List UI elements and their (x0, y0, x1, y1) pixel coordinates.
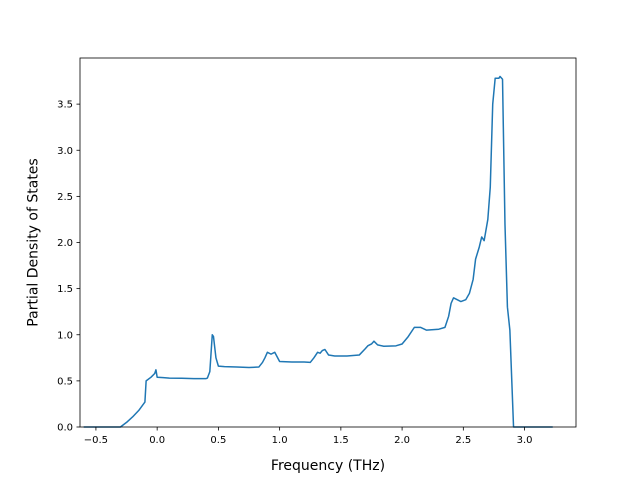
y-tick-label: 0.0 (57, 423, 73, 434)
y-tick-label: 1.0 (57, 330, 73, 341)
x-tick-label: −0.5 (84, 435, 108, 446)
x-axis: −0.5 0.0 0.5 1.0 1.5 2.0 2.5 3.0 (84, 427, 533, 446)
y-tick-label: 1.5 (57, 284, 73, 295)
y-axis: 0.0 0.5 1.0 1.5 2.0 2.5 3.0 3.5 (57, 100, 80, 434)
x-tick-label: 1.0 (272, 435, 288, 446)
x-tick-label: 1.5 (333, 435, 349, 446)
y-tick-label: 2.0 (57, 238, 73, 249)
y-axis-title: Partial Density of States (26, 158, 42, 326)
x-tick-label: 0.5 (210, 435, 226, 446)
y-tick-label: 2.5 (57, 192, 73, 203)
x-tick-label: 3.0 (517, 435, 533, 446)
x-tick-label: 0.0 (149, 435, 165, 446)
y-tick-label: 3.5 (57, 100, 73, 111)
y-tick-label: 3.0 (57, 146, 73, 157)
y-tick-label: 0.5 (57, 376, 73, 387)
x-axis-title: Frequency (THz) (271, 458, 385, 474)
x-tick-label: 2.5 (455, 435, 471, 446)
series-line (83, 75, 553, 428)
x-tick-label: 2.0 (394, 435, 410, 446)
